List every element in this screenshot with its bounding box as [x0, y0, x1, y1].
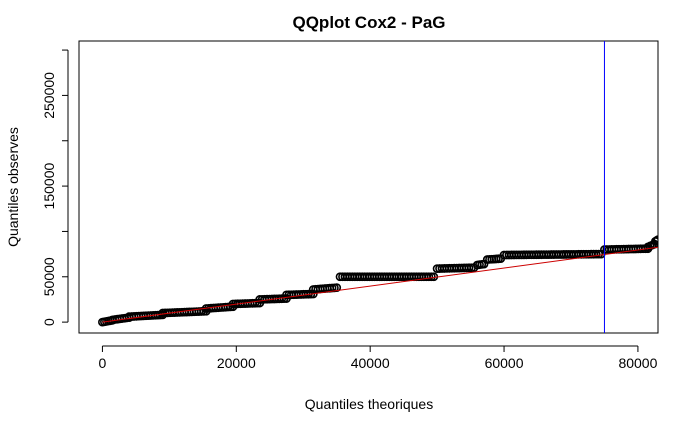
y-tick-label: 250000	[41, 72, 57, 119]
x-tick-label: 0	[99, 355, 107, 371]
point-segment-10	[432, 263, 479, 274]
x-tick-label: 60000	[485, 355, 524, 371]
point-segment-9	[335, 272, 439, 282]
chart-title: QQplot Cox2 - PaG	[292, 13, 445, 32]
y-axis: 0 50000 150000 250000	[41, 49, 69, 326]
y-tick-label: 150000	[41, 163, 57, 210]
x-axis-label: Quantiles theoriques	[305, 396, 433, 412]
x-tick-label: 20000	[217, 355, 256, 371]
point-segment-13	[499, 249, 606, 260]
data-point	[332, 283, 342, 293]
x-tick-label: 80000	[618, 355, 657, 371]
y-tick-label: 0	[41, 318, 57, 326]
x-axis: 0 20000 40000 60000 80000	[99, 345, 658, 371]
y-axis-label: Quantiles observes	[5, 127, 21, 247]
y-tick-label: 50000	[41, 257, 57, 296]
reference-line	[102, 246, 658, 323]
plot-frame	[78, 40, 659, 334]
point-segment-16	[650, 235, 658, 246]
x-tick-label: 40000	[351, 355, 390, 371]
data-point	[653, 235, 658, 244]
